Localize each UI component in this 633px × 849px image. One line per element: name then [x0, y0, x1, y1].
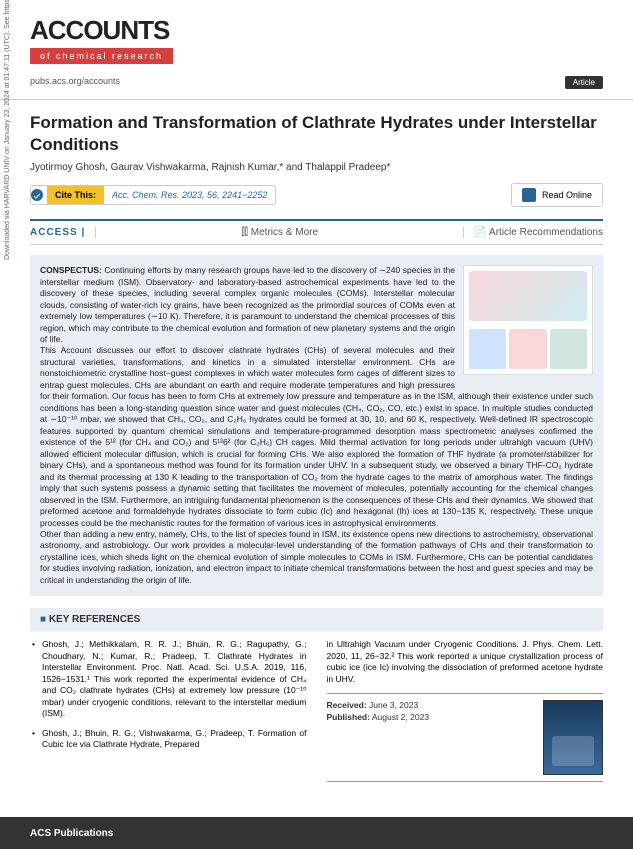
read-label: Read Online	[542, 190, 592, 200]
recommendations-link[interactable]: 📄 Article Recommendations	[463, 227, 603, 238]
journal-subtitle: of chemical research	[30, 48, 173, 64]
conspectus: CONSPECTUS: Continuing efforts by many r…	[30, 255, 603, 596]
left-column: Ghosh, J.; Methikkalam, R. R. J.; Bhuin,…	[30, 639, 307, 782]
access-bar: ACCESS | ⫿⫿ Metrics & More 📄 Article Rec…	[30, 219, 603, 245]
read-icon	[522, 188, 536, 202]
conspectus-p4: Other than adding a new entry, namely, C…	[40, 529, 593, 585]
conspectus-p3: to form CHs at extremely low pressure an…	[40, 391, 593, 527]
reference-2b: in Ultrahigh Vacuum under Cryogenic Cond…	[327, 639, 604, 685]
cite-label: Cite This:	[47, 186, 104, 204]
reference-1: Ghosh, J.; Methikkalam, R. R. J.; Bhuin,…	[30, 639, 307, 719]
pubs-line: pubs.acs.org/accounts Article	[30, 76, 603, 89]
metrics-link[interactable]: ⫿⫿ Metrics & More	[96, 227, 463, 238]
cite-row: Cite This: Acc. Chem. Res. 2023, 56, 224…	[30, 183, 603, 207]
published-label: Published:	[327, 712, 370, 722]
article-title: Formation and Transformation of Clathrat…	[30, 112, 603, 156]
acs-logo: ACS Publications	[30, 828, 113, 839]
dates-box: Received: June 3, 2023 Published: August…	[327, 693, 604, 782]
read-online-button[interactable]: Read Online	[511, 183, 603, 207]
footer: ACS Publications	[0, 817, 633, 849]
cover-thumbnail	[543, 700, 603, 775]
conspectus-figure	[463, 265, 593, 375]
received-label: Received:	[327, 700, 367, 710]
cite-text: Acc. Chem. Res. 2023, 56, 2241−2252	[104, 186, 275, 204]
conspectus-p1: Continuing efforts by many research grou…	[40, 265, 455, 344]
access-label[interactable]: ACCESS |	[30, 227, 96, 238]
download-note: Downloaded via HARVARD UNIV on January 2…	[4, 0, 11, 260]
received-date: June 3, 2023	[369, 700, 418, 710]
journal-name: ACCOUNTS	[30, 15, 603, 46]
key-refs-heading: KEY REFERENCES	[30, 608, 603, 631]
reference-2a: Ghosh, J.; Bhuin, R. G.; Vishwakarma, G.…	[30, 728, 307, 751]
article-badge: Article	[565, 76, 603, 89]
two-column: Ghosh, J.; Methikkalam, R. R. J.; Bhuin,…	[30, 639, 603, 782]
content: Formation and Transformation of Clathrat…	[0, 100, 633, 802]
page: Downloaded via HARVARD UNIV on January 2…	[0, 0, 633, 849]
authors: Jyotirmoy Ghosh, Gaurav Vishwakarma, Raj…	[30, 162, 603, 173]
header: ACCOUNTS of chemical research pubs.acs.o…	[0, 0, 633, 100]
published-date: August 2, 2023	[372, 712, 429, 722]
check-icon	[31, 189, 43, 201]
pubs-url[interactable]: pubs.acs.org/accounts	[30, 76, 120, 89]
conspectus-heading: CONSPECTUS:	[40, 265, 102, 275]
right-column: in Ultrahigh Vacuum under Cryogenic Cond…	[327, 639, 604, 782]
cite-button[interactable]: Cite This: Acc. Chem. Res. 2023, 56, 224…	[30, 185, 276, 205]
